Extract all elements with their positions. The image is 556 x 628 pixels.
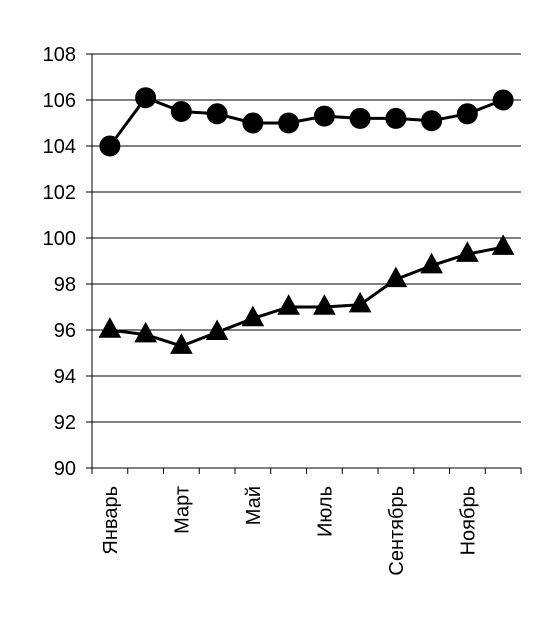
series-2-point bbox=[384, 266, 408, 288]
y-tick-label: 102 bbox=[43, 182, 76, 204]
series-1-point bbox=[135, 87, 157, 109]
series-1-point bbox=[99, 135, 121, 157]
series-1-point bbox=[170, 101, 192, 122]
series-2-line bbox=[109, 245, 504, 348]
y-tick-label: 92 bbox=[54, 412, 76, 434]
x-tick-label: Январь bbox=[100, 486, 122, 555]
y-tick-label: 96 bbox=[54, 320, 76, 342]
series-1-point bbox=[278, 112, 300, 134]
series-1-point bbox=[385, 107, 407, 129]
series-2-point bbox=[420, 252, 443, 274]
series-1-point bbox=[349, 107, 371, 129]
series-1-point bbox=[206, 103, 228, 125]
axis-layer bbox=[86, 53, 522, 474]
y-tick-label: 98 bbox=[54, 274, 76, 296]
series-2-point bbox=[491, 234, 515, 255]
label-layer: 90 92 94 96 98 100 102 104 106 108 Январь Март Май Ию… bbox=[43, 44, 480, 576]
x-tick-label: Сентябрь bbox=[386, 486, 408, 576]
series-2-point bbox=[241, 305, 265, 327]
y-tick-label: 94 bbox=[54, 366, 76, 388]
x-tick-label: Ноябрь bbox=[457, 486, 479, 555]
x-tick-label: Март bbox=[171, 486, 193, 534]
x-tick-label: Май bbox=[243, 486, 265, 525]
series-1-point bbox=[456, 103, 478, 125]
x-tick-label: Июль bbox=[314, 486, 336, 537]
grid-layer bbox=[92, 53, 521, 423]
series-2-point bbox=[205, 319, 229, 341]
y-tick-label: 90 bbox=[54, 458, 76, 480]
series-2-point bbox=[456, 241, 479, 262]
series-1-point bbox=[242, 112, 264, 134]
series-layer bbox=[98, 87, 515, 354]
y-tick-label: 100 bbox=[43, 228, 76, 250]
series-2-point bbox=[134, 321, 157, 343]
y-tick-label: 108 bbox=[43, 44, 76, 66]
series-1-point bbox=[492, 89, 514, 111]
y-tick-label: 106 bbox=[43, 90, 76, 112]
y-tick-label: 104 bbox=[43, 136, 76, 158]
series-2-point bbox=[313, 294, 336, 315]
series-2-point bbox=[170, 333, 193, 354]
series-1-point bbox=[313, 105, 335, 127]
series-2-point bbox=[348, 291, 372, 313]
series-1-point bbox=[421, 110, 443, 132]
series-1-line bbox=[108, 96, 504, 147]
series-2-point bbox=[98, 317, 122, 338]
series-2-point bbox=[277, 294, 300, 315]
